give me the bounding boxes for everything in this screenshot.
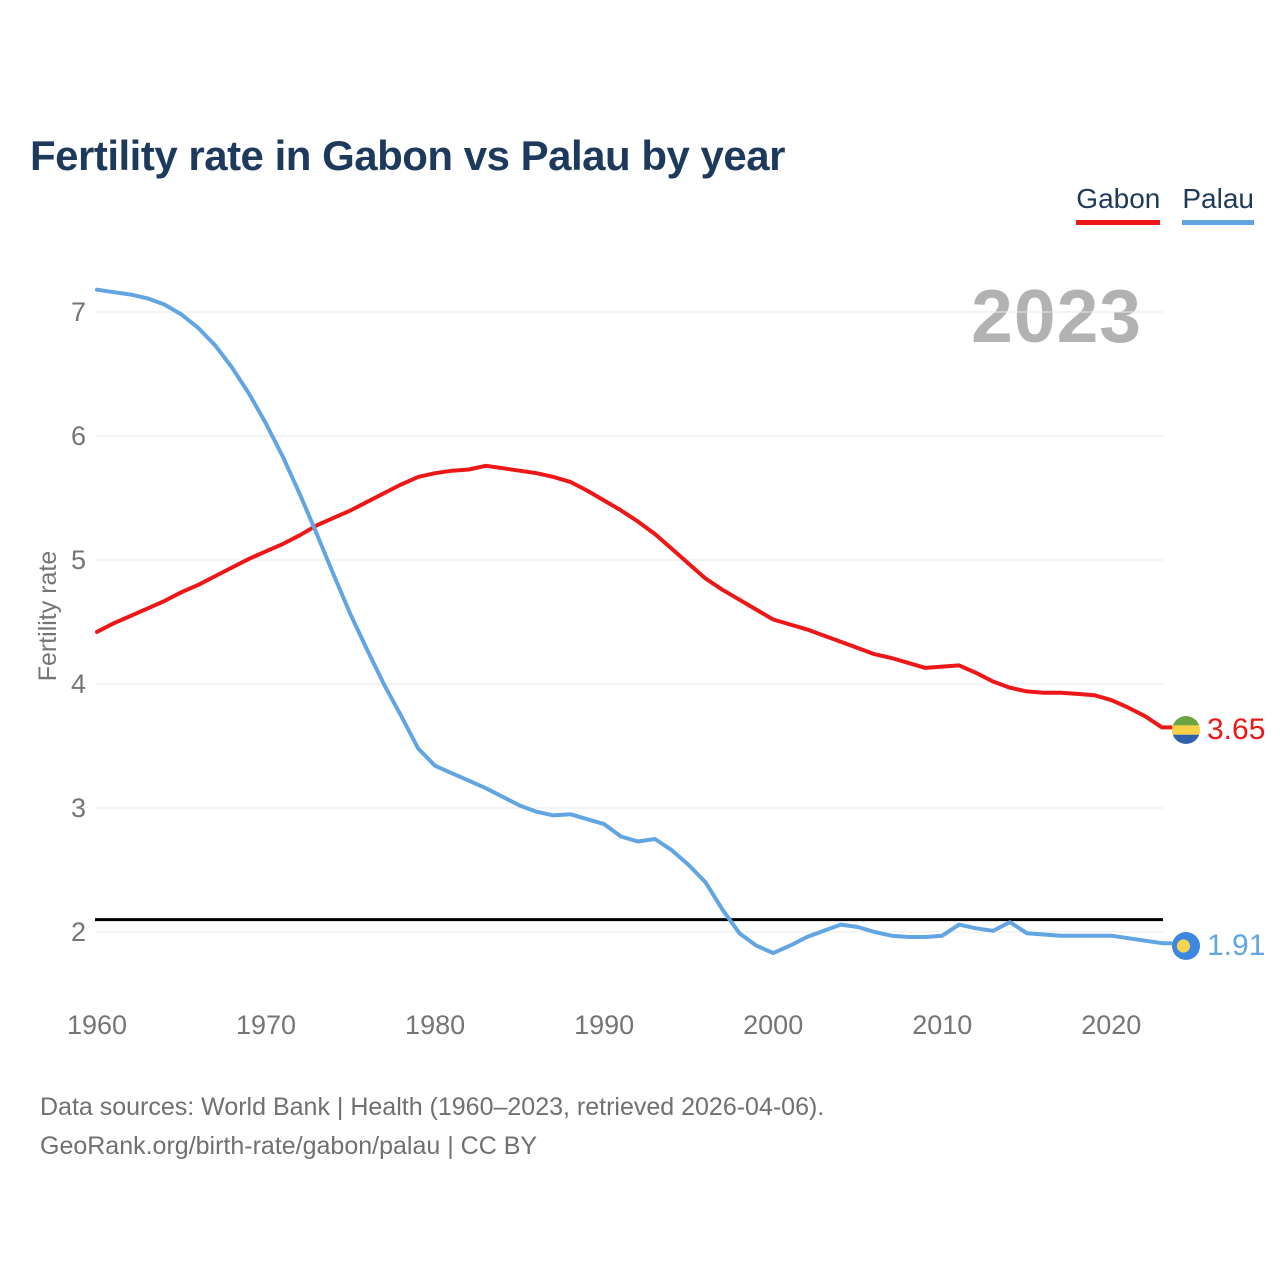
y-tick-label-3: 3: [71, 793, 86, 823]
gabon-flag-icon: [1172, 716, 1200, 745]
legend-item-gabon[interactable]: Gabon: [1076, 183, 1161, 225]
source-note: Data sources: World Bank | Health (1960–…: [40, 1088, 824, 1166]
gabon-end-label: 3.65: [1172, 713, 1265, 747]
chart-legend: Gabon Palau: [1076, 183, 1254, 225]
legend-item-palau[interactable]: Palau: [1182, 183, 1254, 225]
y-tick-label-4: 4: [71, 669, 86, 699]
x-tick-label-1970: 1970: [236, 1010, 296, 1040]
palau-series-line: [95, 287, 1173, 956]
x-tick-label-2010: 2010: [912, 1010, 972, 1040]
source-line-2: GeoRank.org/birth-rate/gabon/palau | CC …: [40, 1132, 538, 1160]
page-title: Fertility rate in Gabon vs Palau by year: [30, 132, 785, 180]
y-tick-label-2: 2: [71, 917, 86, 947]
palau-flag-icon: [1172, 932, 1200, 961]
x-tick-label-1990: 1990: [574, 1010, 634, 1040]
x-tick-label-1980: 1980: [405, 1010, 465, 1040]
y-tick-label-6: 6: [71, 421, 86, 451]
gabon-end-value: 3.65: [1207, 713, 1266, 747]
y-tick-label-5: 5: [71, 545, 86, 575]
palau-end-label: 1.91: [1172, 929, 1265, 963]
palau-end-value: 1.91: [1207, 929, 1266, 963]
y-axis-title: Fertility rate: [34, 551, 62, 682]
source-line-1: Data sources: World Bank | Health (1960–…: [40, 1093, 825, 1121]
x-tick-label-2020: 2020: [1081, 1010, 1141, 1040]
y-tick-label-7: 7: [71, 297, 86, 327]
x-tick-label-1960: 1960: [67, 1010, 127, 1040]
year-watermark: 2023: [971, 274, 1142, 358]
gabon-series-line: [95, 463, 1173, 730]
x-tick-label-2000: 2000: [743, 1010, 803, 1040]
